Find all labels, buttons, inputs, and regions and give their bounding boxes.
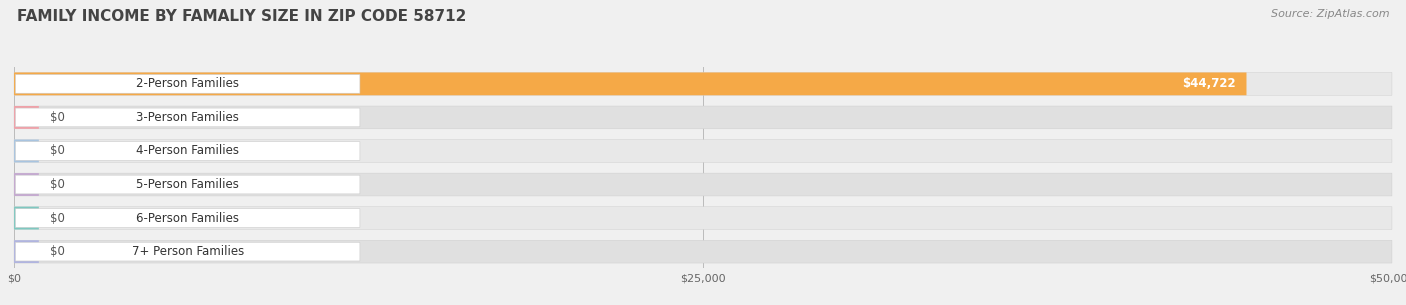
FancyBboxPatch shape (14, 106, 39, 129)
Text: 4-Person Families: 4-Person Families (136, 145, 239, 157)
FancyBboxPatch shape (14, 173, 1392, 196)
FancyBboxPatch shape (15, 242, 360, 261)
FancyBboxPatch shape (14, 240, 1392, 263)
Text: Source: ZipAtlas.com: Source: ZipAtlas.com (1271, 9, 1389, 19)
FancyBboxPatch shape (15, 209, 360, 228)
FancyBboxPatch shape (14, 106, 1392, 129)
FancyBboxPatch shape (15, 142, 360, 160)
Text: $44,722: $44,722 (1182, 77, 1236, 90)
Text: $0: $0 (49, 145, 65, 157)
FancyBboxPatch shape (14, 73, 1247, 95)
FancyBboxPatch shape (14, 240, 39, 263)
FancyBboxPatch shape (14, 73, 1392, 95)
FancyBboxPatch shape (14, 207, 1392, 229)
FancyBboxPatch shape (15, 74, 360, 93)
FancyBboxPatch shape (14, 140, 1392, 162)
Text: 5-Person Families: 5-Person Families (136, 178, 239, 191)
FancyBboxPatch shape (14, 140, 39, 162)
Text: 7+ Person Families: 7+ Person Families (132, 245, 243, 258)
Text: 2-Person Families: 2-Person Families (136, 77, 239, 90)
Text: $0: $0 (49, 111, 65, 124)
Text: 6-Person Families: 6-Person Families (136, 212, 239, 224)
FancyBboxPatch shape (15, 108, 360, 127)
Text: 3-Person Families: 3-Person Families (136, 111, 239, 124)
Text: $0: $0 (49, 178, 65, 191)
Text: $0: $0 (49, 245, 65, 258)
FancyBboxPatch shape (15, 175, 360, 194)
Text: $0: $0 (49, 212, 65, 224)
FancyBboxPatch shape (14, 173, 39, 196)
FancyBboxPatch shape (14, 207, 39, 229)
Text: FAMILY INCOME BY FAMALIY SIZE IN ZIP CODE 58712: FAMILY INCOME BY FAMALIY SIZE IN ZIP COD… (17, 9, 467, 24)
